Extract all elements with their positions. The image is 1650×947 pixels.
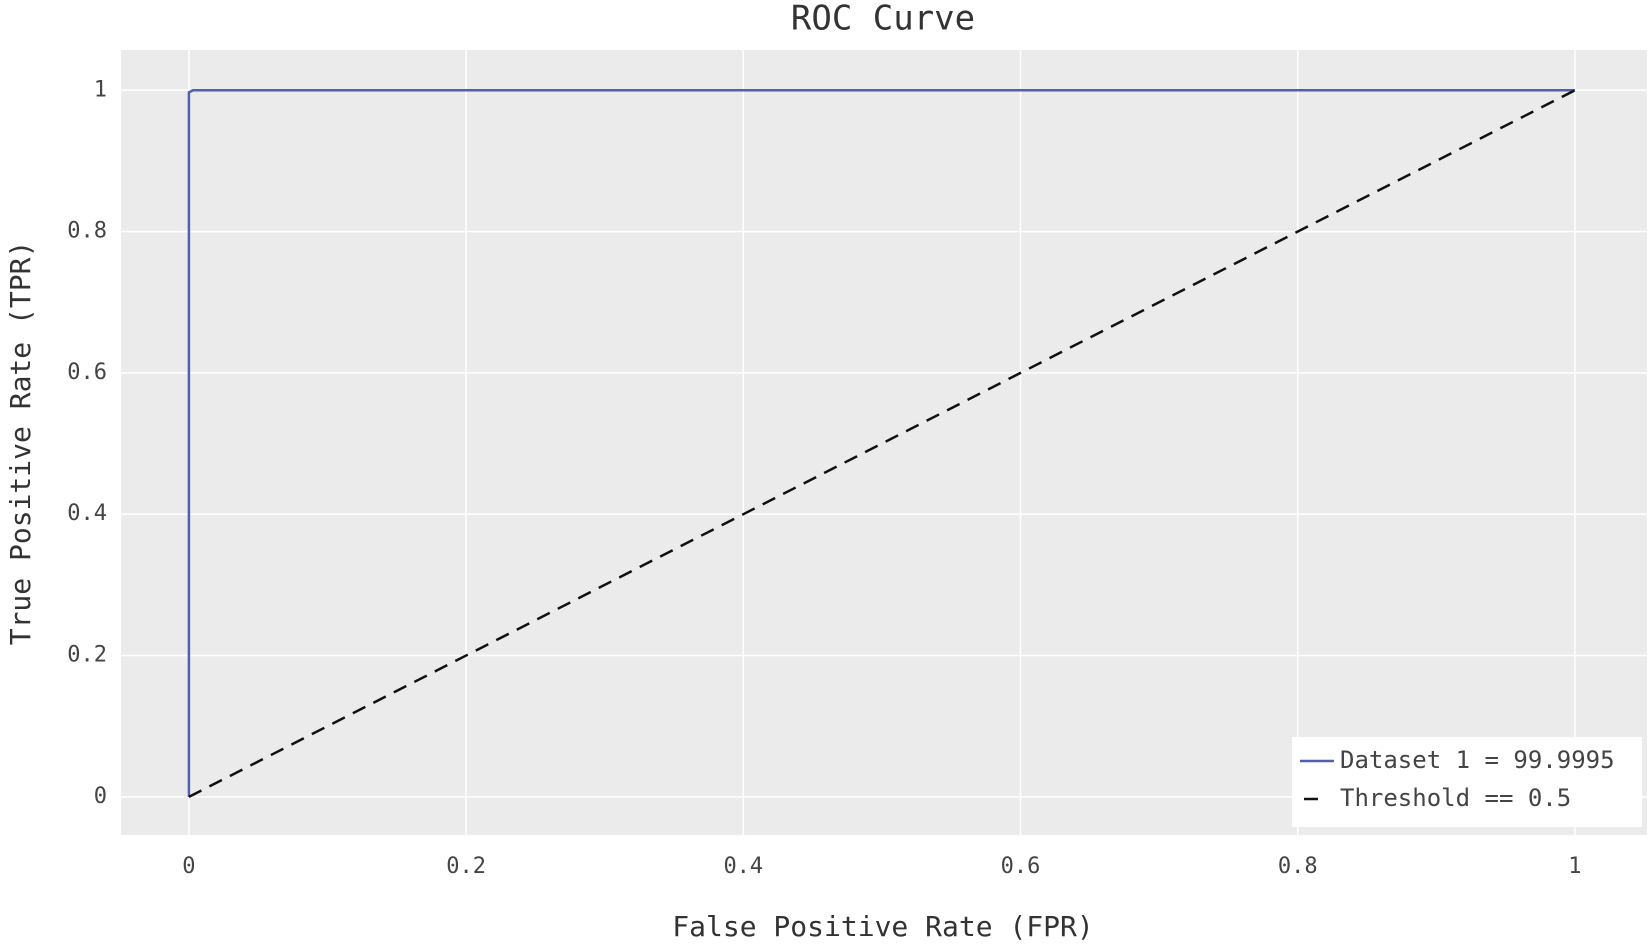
- chart-title: ROC Curve: [791, 0, 975, 39]
- x-tick-label: 0: [182, 854, 195, 879]
- y-tick-label: 0: [94, 784, 107, 809]
- line-series: [187, 89, 1575, 797]
- x-tick-label: 1: [1568, 854, 1581, 879]
- x-tick-label: 0.4: [723, 854, 763, 879]
- x-tick-label: 0.8: [1278, 854, 1318, 879]
- y-tick-label: 1: [94, 77, 107, 102]
- y-tick-label: 0.2: [67, 643, 107, 668]
- y-axis-label: True Positive Rate (TPR): [4, 241, 37, 646]
- y-tick-label: 0.8: [67, 219, 107, 244]
- legend-label: Dataset 1 = 99.9995: [1340, 746, 1615, 774]
- legend-box: [1292, 737, 1642, 827]
- y-tick-label: 0.6: [67, 360, 107, 385]
- line-series: [188, 89, 1576, 798]
- x-tick-label: 0.2: [446, 854, 486, 879]
- x-axis-label: False Positive Rate (FPR): [672, 910, 1093, 943]
- x-tick-label: 0.6: [1001, 854, 1041, 879]
- legend-label: Threshold == 0.5: [1340, 784, 1571, 812]
- y-tick-label: 0.4: [67, 501, 107, 526]
- plot-background: [121, 50, 1647, 835]
